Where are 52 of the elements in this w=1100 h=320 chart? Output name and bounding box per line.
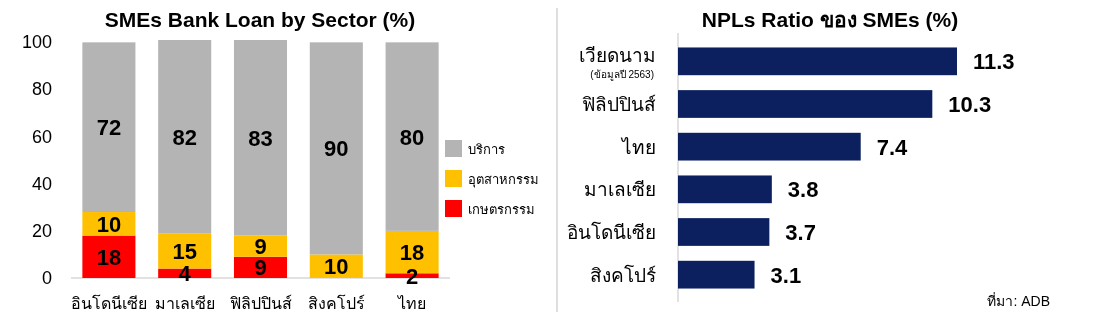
data-label: 80	[399, 124, 425, 150]
data-label: 3.8	[787, 177, 819, 203]
bar	[233, 40, 288, 236]
data-label: 7.4	[876, 134, 909, 160]
x-tick-label: มาเลเซีย	[154, 295, 215, 312]
y-tick-label: 100	[21, 32, 52, 53]
y-tick-label: 80	[31, 79, 52, 100]
y-tick-label: ฟิลิปปินส์	[582, 94, 656, 115]
bar	[678, 175, 772, 204]
data-label: 10.3	[948, 92, 992, 117]
y-tick-label: 60	[31, 126, 52, 147]
data-label: 18	[399, 240, 425, 266]
y-tick-label: 20	[31, 220, 52, 241]
y-tick-label: มาเลเซีย	[584, 179, 656, 201]
x-tick-label: อินโดนีเซีย	[70, 294, 147, 312]
data-label: 72	[96, 115, 122, 141]
bar	[678, 47, 957, 76]
text: ที่มา: ADB	[987, 292, 1050, 309]
data-label: 11.3	[973, 49, 1015, 75]
data-label: 15	[172, 238, 197, 264]
data-label: 82	[172, 124, 197, 150]
bar	[158, 40, 212, 234]
bar	[678, 132, 861, 161]
data-label: 3.7	[785, 220, 816, 245]
bar	[678, 218, 770, 246]
x-tick-label: ไทย	[396, 294, 427, 312]
y-tick-label: 0	[41, 268, 52, 288]
data-label: 10	[96, 211, 122, 237]
y-tick-label: ไทย	[620, 136, 656, 158]
data-label: 2	[405, 263, 419, 289]
data-label: 83	[248, 125, 273, 151]
legend-label: บริการ	[468, 142, 505, 157]
y-tick-label: เวียดนาม	[579, 45, 656, 67]
x-tick-label: สิงคโปร์	[307, 294, 365, 312]
y-tick-label: อินโดนีเซีย	[567, 221, 656, 243]
data-label: 10	[324, 254, 349, 280]
legend-label: เกษตรกรรม	[468, 202, 535, 217]
data-label: 3.1	[770, 262, 802, 288]
chart-title: SMEs Bank Loan by Sector (%)	[104, 8, 416, 31]
y-tick-label: 40	[31, 173, 52, 194]
data-label: 18	[96, 244, 122, 270]
bar	[678, 260, 755, 289]
bar	[385, 42, 439, 231]
bar	[309, 42, 363, 255]
legend-label: อุตสาหกรรม	[468, 172, 539, 188]
bar	[678, 90, 933, 118]
text: (ข้อมูลปี 2563)	[590, 69, 654, 82]
bar	[82, 42, 136, 213]
x-tick-label: ฟิลิปปินส์	[229, 294, 292, 312]
chart-title: NPLs Ratio ของ SMEs (%)	[701, 8, 959, 31]
y-tick-label: สิงคโปร์	[590, 263, 656, 286]
data-label: 90	[324, 136, 349, 162]
